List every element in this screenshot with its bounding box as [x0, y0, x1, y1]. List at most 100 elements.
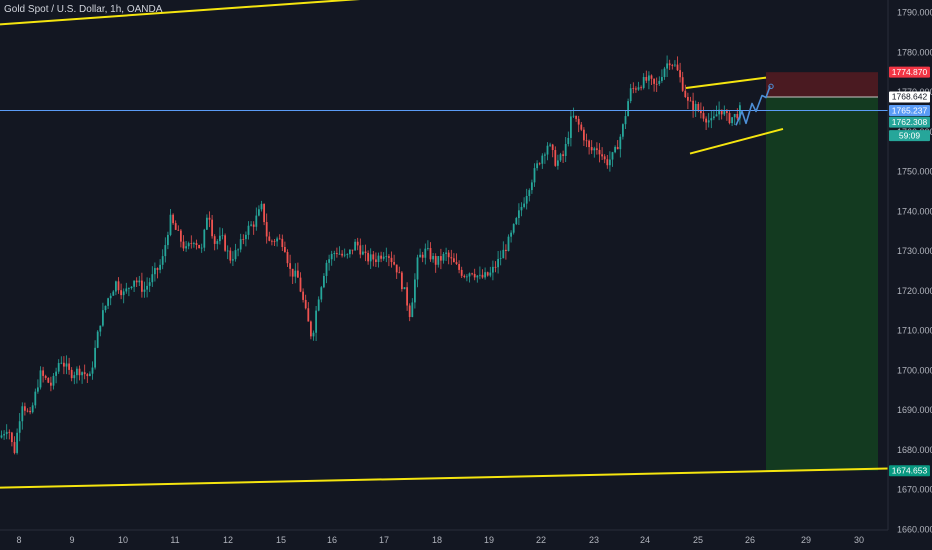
- candle-body: [63, 362, 65, 367]
- candle: [713, 109, 715, 121]
- candle: [229, 247, 232, 264]
- y-tick-label: 1680.000: [897, 445, 932, 455]
- candle: [351, 249, 354, 255]
- wedge-lower-trendline[interactable]: [689, 127, 784, 155]
- candle: [554, 146, 557, 167]
- candle-body: [588, 140, 590, 148]
- candle: [143, 281, 146, 298]
- candle: [55, 367, 57, 384]
- stop-loss-zone[interactable]: [766, 72, 878, 97]
- candle-body: [65, 363, 68, 367]
- candle: [216, 239, 219, 250]
- candle-body: [395, 264, 398, 273]
- candle: [278, 234, 281, 240]
- projection-path[interactable]: [735, 86, 771, 126]
- candle: [674, 60, 676, 67]
- candle: [523, 197, 525, 209]
- candle: [515, 216, 518, 226]
- candle: [395, 264, 398, 279]
- candle: [96, 330, 99, 349]
- candle-body: [169, 214, 172, 235]
- candle: [148, 277, 151, 293]
- candle-body: [484, 272, 486, 278]
- candle: [34, 388, 37, 409]
- drawing-layer[interactable]: [0, 0, 889, 489]
- price-label-box: [889, 104, 930, 116]
- candle: [125, 282, 128, 294]
- candle-body: [713, 116, 715, 119]
- candle-body: [627, 101, 629, 117]
- candle: [154, 262, 156, 282]
- candle: [193, 241, 195, 248]
- candle-body: [468, 273, 471, 277]
- candle: [377, 252, 380, 268]
- candle: [86, 373, 89, 383]
- candle: [336, 247, 338, 258]
- candle-body: [278, 238, 281, 240]
- candle-body: [702, 113, 705, 119]
- candle: [388, 254, 390, 267]
- candle: [385, 247, 388, 263]
- candle-body: [736, 114, 739, 119]
- candle-body: [289, 263, 291, 269]
- candle: [661, 69, 663, 83]
- candle-body: [125, 288, 128, 292]
- candle-body: [367, 252, 369, 262]
- candle: [99, 325, 102, 337]
- take-profit-zone[interactable]: [766, 96, 878, 471]
- time-axis[interactable]: [0, 530, 932, 550]
- candle: [18, 413, 21, 442]
- upper-channel-trendline[interactable]: [0, 0, 888, 26]
- candle-body: [601, 154, 603, 157]
- candle-body: [310, 321, 312, 337]
- candle: [702, 106, 705, 122]
- candle: [681, 71, 684, 92]
- candle-body: [276, 238, 278, 242]
- candle-body: [328, 259, 330, 263]
- candle-body: [315, 310, 317, 333]
- y-tick-label: 1710.000: [897, 326, 932, 336]
- candle: [328, 254, 330, 271]
- candle-body: [731, 117, 733, 124]
- candle-body: [442, 253, 445, 261]
- candle-body: [593, 148, 596, 151]
- candle: [286, 249, 289, 267]
- candle: [466, 274, 468, 282]
- price-label-text: 1762.308: [892, 117, 928, 127]
- candle-body: [450, 257, 453, 259]
- candle: [481, 269, 484, 279]
- x-tick-label: 23: [589, 535, 599, 545]
- candle-body: [273, 241, 276, 242]
- candle-body: [515, 218, 518, 225]
- candle: [91, 361, 94, 380]
- candle: [642, 73, 645, 90]
- candle: [57, 359, 60, 374]
- lower-channel-trendline[interactable]: [0, 467, 889, 489]
- candle-body: [637, 87, 640, 90]
- candle: [250, 221, 252, 227]
- candle: [24, 402, 26, 416]
- candle: [476, 274, 479, 283]
- candle: [585, 133, 588, 148]
- candle: [411, 298, 414, 318]
- candle: [434, 253, 437, 273]
- candle: [330, 250, 333, 266]
- candle: [663, 66, 666, 80]
- candle: [403, 287, 406, 290]
- candle: [164, 237, 167, 263]
- candle: [408, 303, 411, 322]
- candle: [273, 238, 276, 246]
- candle: [567, 131, 570, 147]
- candle-body: [265, 222, 268, 237]
- wedge-upper-trendline[interactable]: [685, 76, 767, 89]
- candle: [479, 266, 481, 280]
- candle-body: [203, 229, 206, 248]
- short-position-tool[interactable]: [766, 72, 878, 471]
- candle-body: [37, 387, 39, 392]
- candle-body: [473, 273, 476, 278]
- candle-body: [380, 255, 382, 259]
- candle: [247, 221, 250, 240]
- candle-body: [707, 120, 710, 123]
- candle-body: [640, 87, 642, 89]
